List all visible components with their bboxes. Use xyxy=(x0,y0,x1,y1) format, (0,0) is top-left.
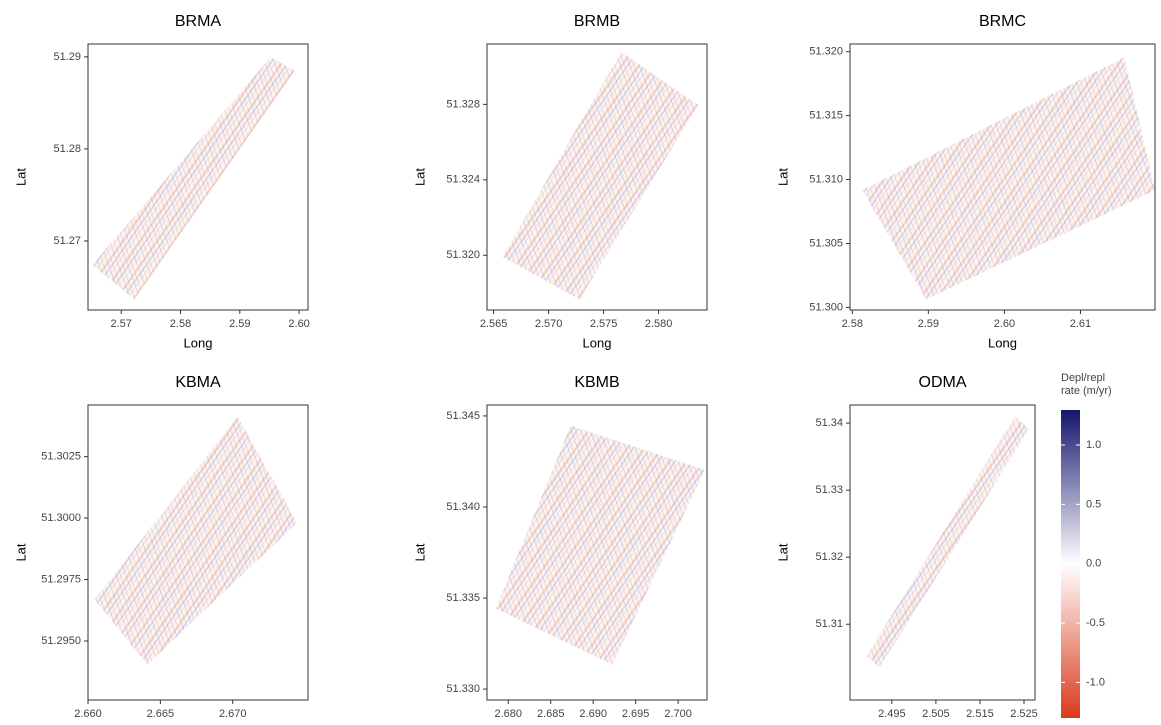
panel: BRMB Long Lat 2.565 2.570 2.575 2.580 51.320 51.… xyxy=(412,13,708,350)
x-tick-label: 2.58 xyxy=(170,318,191,330)
y-tick-label: 51.345 xyxy=(446,410,480,422)
raster-swath-detail xyxy=(495,425,705,665)
colorbar-tick-label: 1.0 xyxy=(1086,439,1101,451)
x-axis-label: Long xyxy=(184,335,213,350)
x-tick-label: 2.570 xyxy=(535,318,563,330)
x-tick-label: 2.660 xyxy=(74,708,102,720)
y-tick-label: 51.28 xyxy=(53,143,81,155)
colorbar-title: Depl/repl xyxy=(1061,372,1105,384)
colorbar xyxy=(1061,410,1080,718)
y-tick-label: 51.33 xyxy=(815,484,843,496)
y-axis-label: Lat xyxy=(13,543,28,561)
x-axis-label: Long xyxy=(583,335,612,350)
y-tick-label: 51.320 xyxy=(809,46,843,58)
panel-title: BRMB xyxy=(574,13,620,30)
x-tick-label: 2.505 xyxy=(922,708,950,720)
x-tick-label: 2.61 xyxy=(1070,318,1091,330)
x-tick-label: 2.495 xyxy=(878,708,906,720)
panel: BRMA Long Lat 2.57 2.58 2.59 2.60 51.27 51.28 51.… xyxy=(13,13,309,350)
colorbar-tick-label: -0.5 xyxy=(1086,617,1105,629)
y-tick-label: 51.335 xyxy=(446,592,480,604)
x-tick-label: 2.690 xyxy=(579,708,607,720)
panel: ODMALongLat2.4952.5052.5152.52551.3151.3… xyxy=(775,374,1038,720)
y-tick-label: 51.310 xyxy=(809,173,843,185)
panel: KBMALongLat2.6602.6652.67051.295051.2975… xyxy=(13,374,309,720)
panel: KBMBLongLat2.6802.6852.6902.6952.70051.3… xyxy=(412,374,708,720)
x-tick-label: 2.700 xyxy=(664,708,692,720)
y-tick-label: 51.328 xyxy=(446,98,480,110)
raster-swath-detail xyxy=(92,57,295,300)
y-tick-label: 51.315 xyxy=(809,110,843,122)
x-tick-label: 2.515 xyxy=(966,708,994,720)
plot-frame xyxy=(87,404,309,701)
y-tick-label: 51.31 xyxy=(815,618,843,630)
x-tick-label: 2.575 xyxy=(590,318,618,330)
y-tick-label: 51.305 xyxy=(809,237,843,249)
panel: BRMC Long Lat 2.58 2.59 2.60 2.61 51.300 51.305 5… xyxy=(775,13,1156,350)
x-tick-label: 2.565 xyxy=(480,318,508,330)
y-axis-label: Lat xyxy=(412,168,427,186)
raster-swath-detail xyxy=(866,416,1030,668)
panel-title: BRMA xyxy=(175,13,222,30)
y-axis-label: Lat xyxy=(13,168,28,186)
y-axis-label: Lat xyxy=(775,168,790,186)
x-tick-label: 2.58 xyxy=(842,318,863,330)
raster-swath-detail xyxy=(94,416,297,665)
y-tick-label: 51.3025 xyxy=(41,451,81,463)
y-tick-label: 51.300 xyxy=(809,301,843,313)
x-tick-label: 2.59 xyxy=(229,318,250,330)
y-tick-label: 51.27 xyxy=(53,235,81,247)
x-tick-label: 2.60 xyxy=(994,318,1015,330)
x-tick-label: 2.680 xyxy=(494,708,522,720)
colorbar-tick-label: 0.0 xyxy=(1086,558,1101,570)
y-tick-label: 51.2975 xyxy=(41,573,81,585)
panel-title: ODMA xyxy=(919,374,967,391)
panel-title: BRMC xyxy=(979,13,1026,30)
plot-frame xyxy=(849,404,1036,701)
y-axis-label: Lat xyxy=(412,543,427,561)
x-tick-label: 2.59 xyxy=(918,318,939,330)
y-tick-label: 51.29 xyxy=(53,51,81,63)
panel-title: KBMB xyxy=(574,374,619,391)
plot-frame xyxy=(486,43,708,311)
raster-swath-detail xyxy=(862,57,1155,300)
y-tick-label: 51.2950 xyxy=(41,635,81,647)
colorbar-tick-label: -1.0 xyxy=(1086,676,1105,688)
plot-frame xyxy=(87,43,309,311)
x-axis-label: Long xyxy=(988,335,1017,350)
y-tick-label: 51.32 xyxy=(815,551,843,563)
plot-frame xyxy=(486,404,708,701)
y-axis-label: Lat xyxy=(775,543,790,561)
x-tick-label: 2.60 xyxy=(288,318,309,330)
raster-swath-detail xyxy=(502,51,699,300)
y-tick-label: 51.34 xyxy=(815,417,843,429)
y-tick-label: 51.340 xyxy=(446,501,480,513)
x-tick-label: 2.685 xyxy=(537,708,565,720)
x-tick-label: 2.665 xyxy=(147,708,175,720)
y-tick-label: 51.320 xyxy=(446,249,480,261)
y-tick-label: 51.3000 xyxy=(41,512,81,524)
panel-title: KBMA xyxy=(175,374,221,391)
y-tick-label: 51.324 xyxy=(446,174,480,186)
y-tick-label: 51.330 xyxy=(446,683,480,695)
colorbar-tick-label: 0.5 xyxy=(1086,498,1101,510)
x-tick-label: 2.57 xyxy=(110,318,131,330)
colorbar-title: rate (m/yr) xyxy=(1061,385,1112,397)
x-tick-label: 2.525 xyxy=(1010,708,1038,720)
x-tick-label: 2.695 xyxy=(622,708,650,720)
x-tick-label: 2.670 xyxy=(219,708,247,720)
x-tick-label: 2.580 xyxy=(645,318,673,330)
plot-frame xyxy=(849,43,1156,311)
